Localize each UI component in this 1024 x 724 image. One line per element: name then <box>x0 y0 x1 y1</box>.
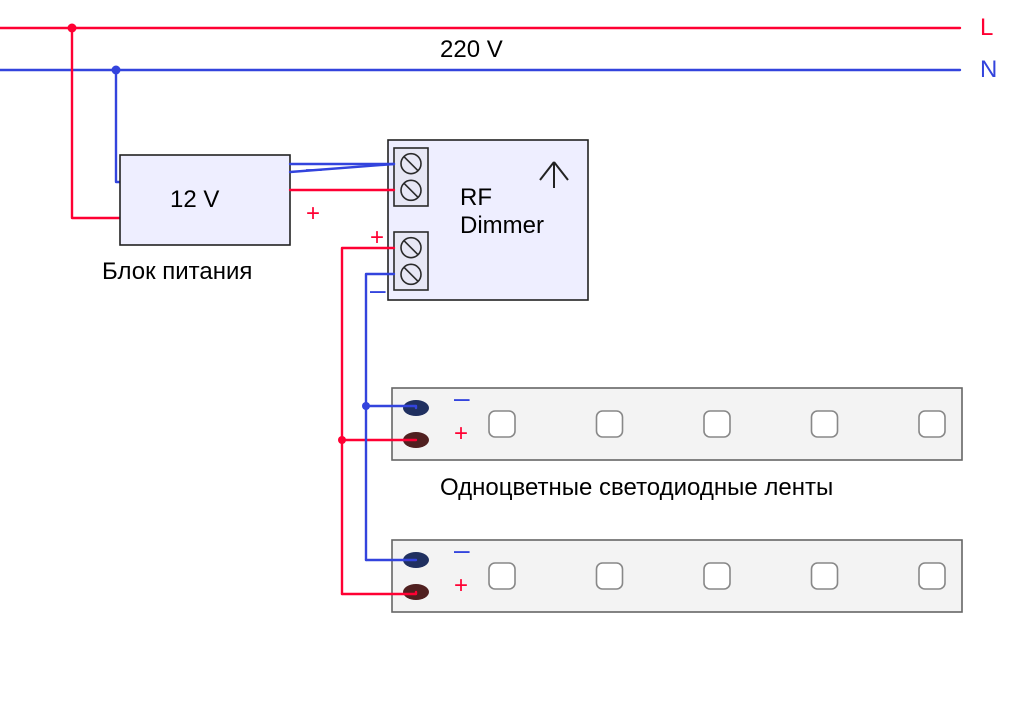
strip1-minus: – <box>454 382 470 414</box>
strip2-plus: + <box>454 572 468 600</box>
wiring-diagram <box>0 0 1024 724</box>
psu-out-minus: – <box>306 152 322 184</box>
dimmer-out-plus: + <box>370 224 384 252</box>
strip2-minus: – <box>454 534 470 566</box>
label-psu: 12 V <box>170 186 219 214</box>
psu-out-plus: + <box>306 200 320 228</box>
label-strips-caption: Одноцветные светодиодные ленты <box>440 474 833 502</box>
label-L: L <box>980 14 993 42</box>
strip1-plus: + <box>454 420 468 448</box>
label-dimmer-l1: RF <box>460 184 492 212</box>
label-N: N <box>980 56 997 84</box>
label-dimmer-l2: Dimmer <box>460 212 544 240</box>
label-mains: 220 V <box>440 36 503 64</box>
label-psu-caption: Блок питания <box>102 258 252 286</box>
dimmer-out-minus: – <box>370 274 386 306</box>
